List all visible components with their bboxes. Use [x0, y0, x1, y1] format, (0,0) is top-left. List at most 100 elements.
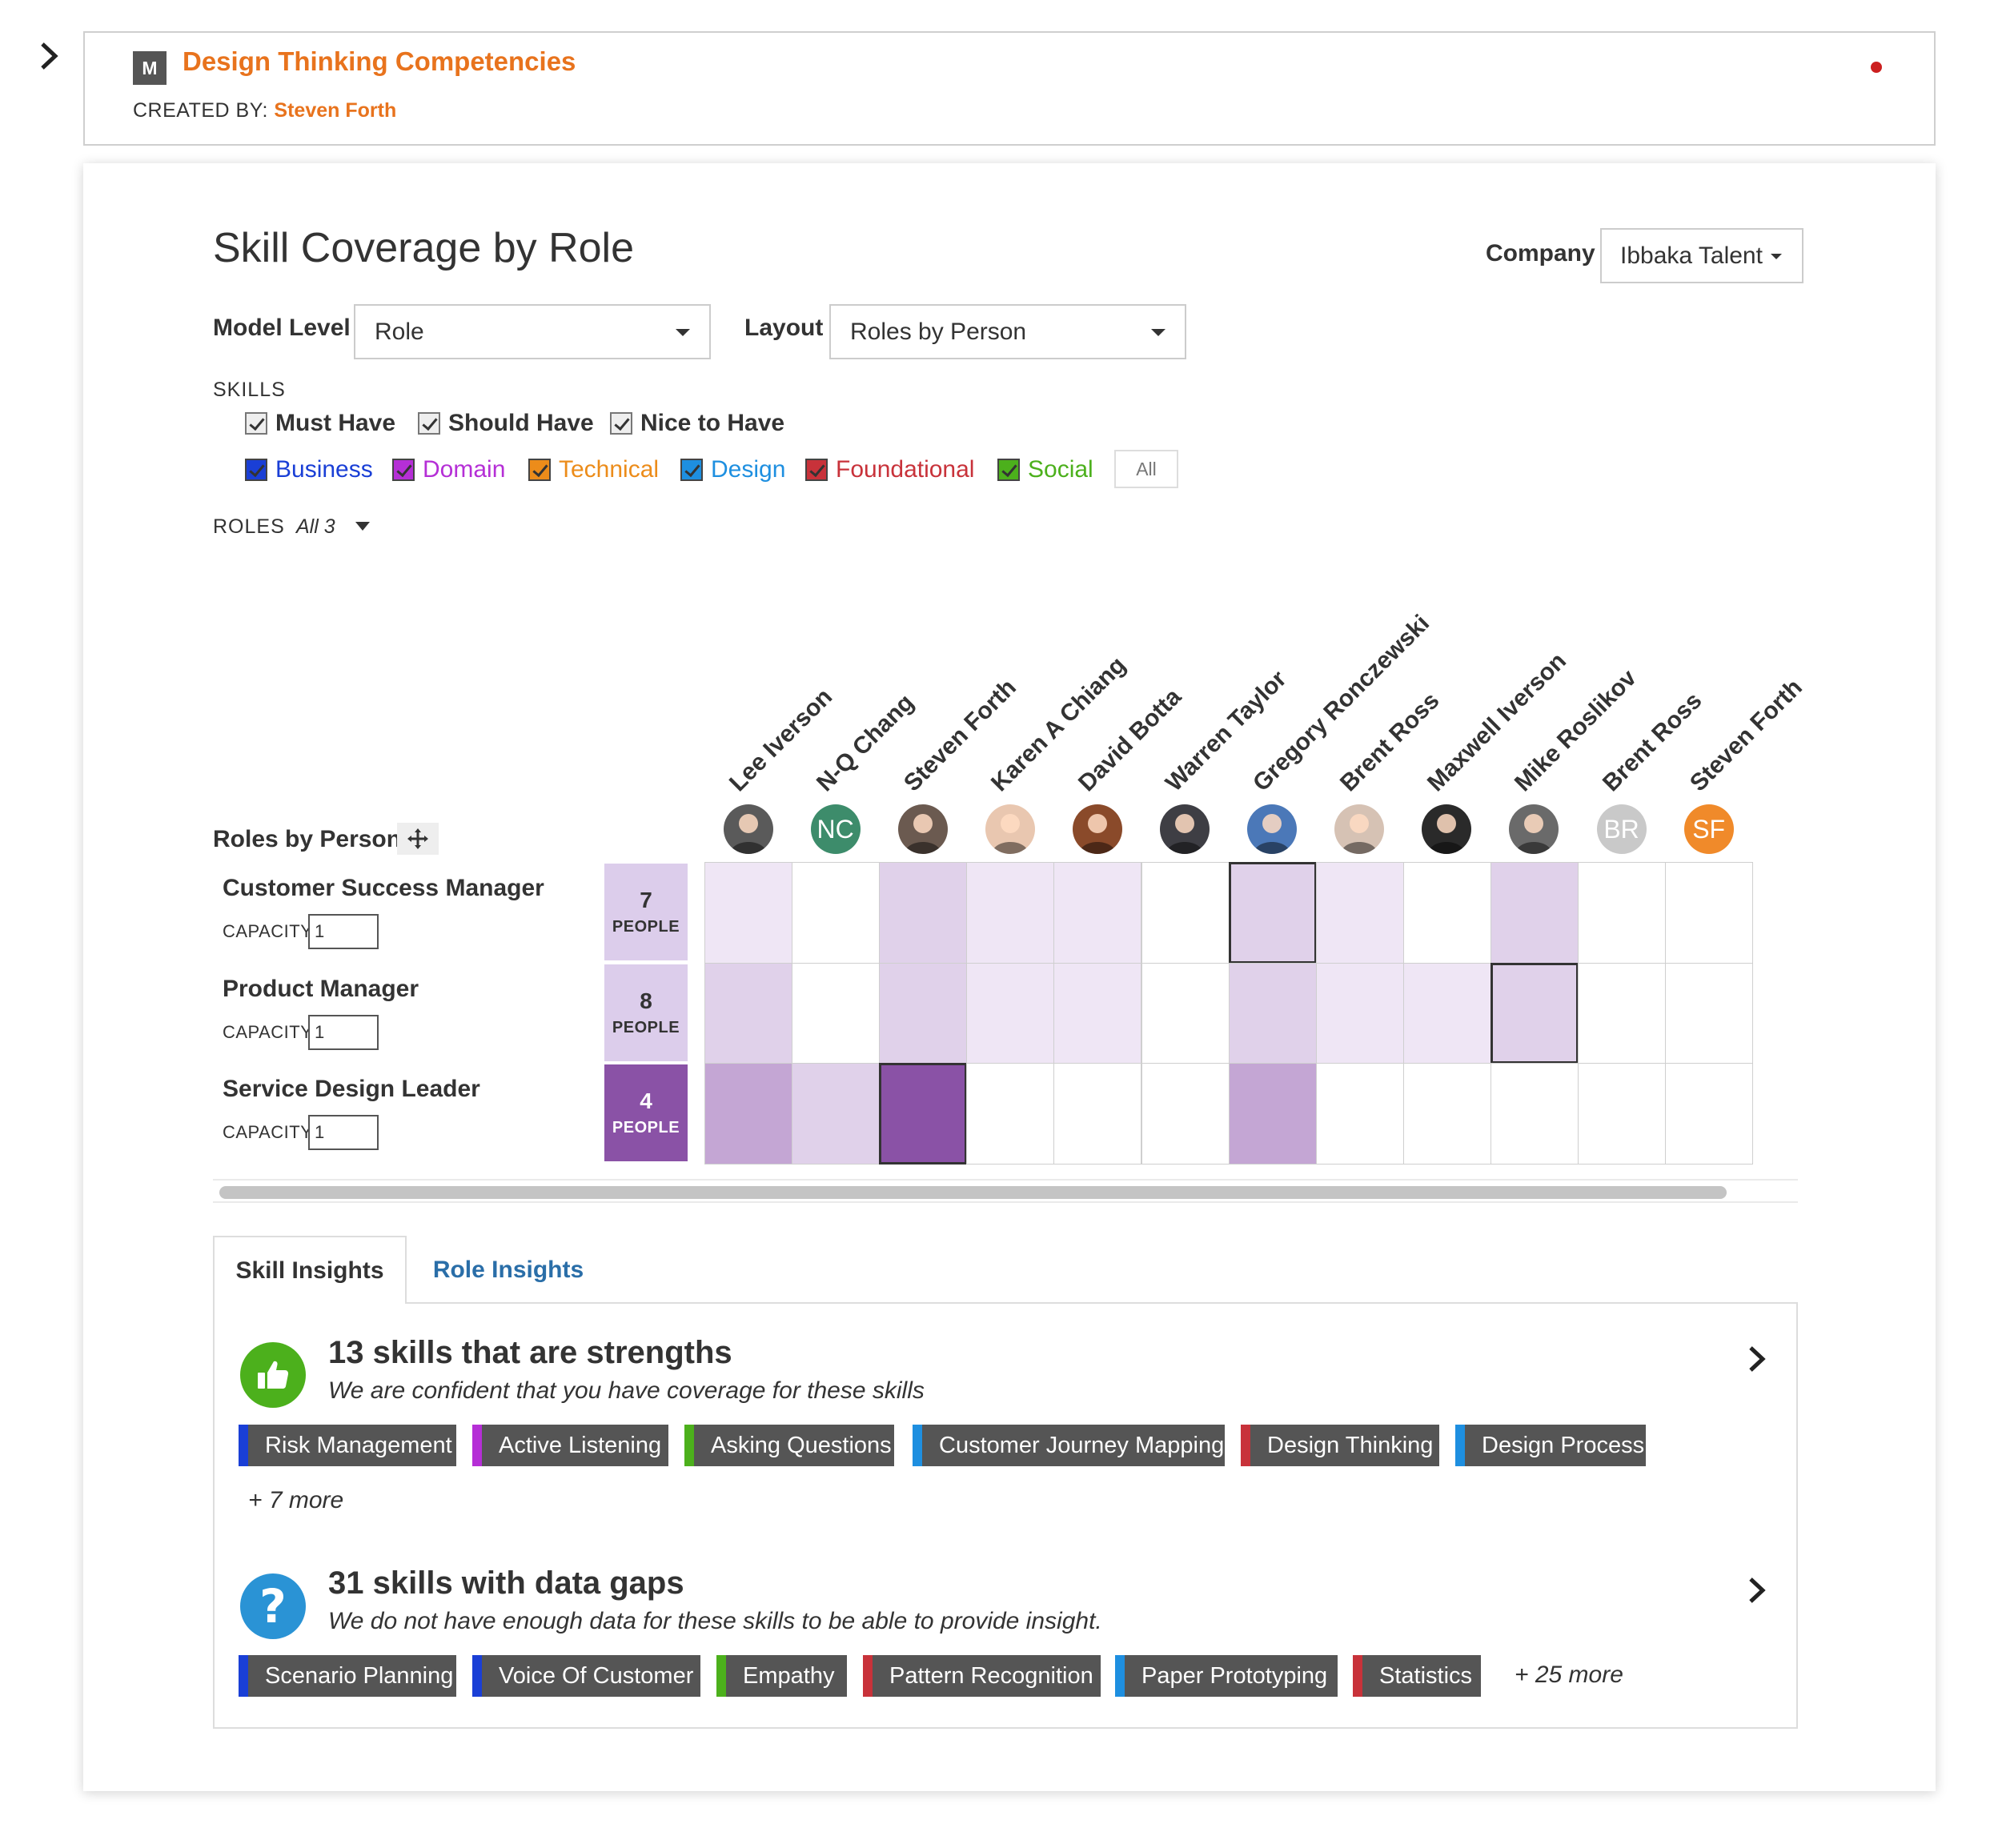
avatar[interactable]: [1160, 804, 1210, 854]
gaps-chevron-right-icon[interactable]: [1741, 1573, 1773, 1608]
category-checkbox-foundational[interactable]: Foundational: [805, 456, 974, 483]
skill-tag[interactable]: Risk Management: [239, 1425, 456, 1466]
coverage-cell[interactable]: [792, 862, 881, 964]
coverage-cell[interactable]: [1053, 1063, 1142, 1165]
scrollbar-thumb[interactable]: [219, 1186, 1727, 1199]
gaps-more-link[interactable]: + 25 more: [1515, 1662, 1623, 1688]
model-level-select[interactable]: Role: [354, 304, 711, 359]
skill-tag[interactable]: Design Thinking: [1241, 1425, 1439, 1466]
coverage-cell[interactable]: [1578, 1063, 1667, 1165]
skill-tag[interactable]: Asking Questions: [684, 1425, 894, 1466]
skill-tag[interactable]: Empathy: [716, 1655, 847, 1697]
coverage-cell[interactable]: [1490, 862, 1579, 964]
role-name[interactable]: Customer Success Manager: [223, 875, 544, 901]
category-checkbox-business[interactable]: Business: [245, 456, 373, 483]
coverage-cell[interactable]: [704, 862, 793, 964]
coverage-cell[interactable]: [1578, 962, 1667, 1064]
coverage-cell[interactable]: [966, 862, 1055, 964]
coverage-cell[interactable]: [879, 1063, 968, 1165]
nice-to-have-checkbox[interactable]: Nice to Have: [610, 410, 784, 437]
coverage-cell[interactable]: [1402, 1063, 1491, 1165]
coverage-cell[interactable]: [1315, 862, 1404, 964]
strengths-more-link[interactable]: + 7 more: [248, 1487, 344, 1513]
skill-tag[interactable]: Statistics: [1353, 1655, 1481, 1697]
caret-down-icon: [676, 328, 690, 336]
avatar[interactable]: NC: [810, 804, 861, 854]
avatar[interactable]: [723, 804, 773, 854]
coverage-cell[interactable]: [966, 1063, 1055, 1165]
should-have-checkbox[interactable]: Should Have: [418, 410, 594, 437]
coverage-cell[interactable]: [1578, 862, 1667, 964]
role-name[interactable]: Service Design Leader: [223, 1076, 480, 1103]
roles-caret-down-icon[interactable]: [355, 522, 370, 531]
coverage-cell[interactable]: [1228, 962, 1317, 1064]
skill-tag[interactable]: Paper Prototyping: [1115, 1655, 1338, 1697]
coverage-cell[interactable]: [1665, 1063, 1754, 1165]
coverage-cell[interactable]: [1141, 962, 1230, 1064]
coverage-cell[interactable]: [1315, 962, 1404, 1064]
skill-tag[interactable]: Customer Journey Mapping: [913, 1425, 1225, 1466]
coverage-cell[interactable]: [792, 962, 881, 1064]
people-count-badge[interactable]: 8 PEOPLE: [604, 964, 688, 1061]
coverage-cell[interactable]: [1665, 862, 1754, 964]
coverage-cell[interactable]: [1228, 1063, 1317, 1165]
avatar[interactable]: [1422, 804, 1472, 854]
category-checkbox-domain[interactable]: Domain: [392, 456, 505, 483]
skill-tag[interactable]: Pattern Recognition: [863, 1655, 1101, 1697]
avatar[interactable]: [985, 804, 1035, 854]
strengths-chevron-right-icon[interactable]: [1741, 1341, 1773, 1377]
skill-tag[interactable]: Voice Of Customer: [472, 1655, 700, 1697]
collapse-chevron-icon[interactable]: [32, 34, 67, 78]
category-stripe: [472, 1655, 482, 1697]
avatar[interactable]: [1247, 804, 1298, 854]
avatar[interactable]: [1072, 804, 1122, 854]
all-categories-button[interactable]: All: [1114, 450, 1178, 488]
skill-tag[interactable]: Design Process: [1455, 1425, 1646, 1466]
avatar[interactable]: BR: [1596, 804, 1647, 854]
skill-tag[interactable]: Active Listening: [472, 1425, 668, 1466]
coverage-cell[interactable]: [1315, 1063, 1404, 1165]
tab-skill-insights[interactable]: Skill Insights: [213, 1236, 407, 1304]
coverage-cell[interactable]: [1053, 862, 1142, 964]
coverage-cell[interactable]: [1490, 962, 1579, 1064]
coverage-cell[interactable]: [704, 1063, 793, 1165]
tab-role-insights[interactable]: Role Insights: [432, 1256, 584, 1283]
coverage-cell[interactable]: [1402, 862, 1491, 964]
coverage-cell[interactable]: [792, 1063, 881, 1165]
coverage-cell[interactable]: [1141, 1063, 1230, 1165]
layout-select[interactable]: Roles by Person: [829, 304, 1186, 359]
category-checkbox-technical[interactable]: Technical: [528, 456, 659, 483]
must-have-checkbox[interactable]: Must Have: [245, 410, 395, 437]
coverage-cell[interactable]: [1141, 862, 1230, 964]
model-title-link[interactable]: Design Thinking Competencies: [183, 46, 576, 76]
coverage-cell[interactable]: [1228, 862, 1317, 964]
coverage-cell[interactable]: [879, 862, 968, 964]
coverage-cell[interactable]: [1665, 962, 1754, 1064]
category-checkbox-social[interactable]: Social: [997, 456, 1093, 483]
people-count-badge[interactable]: 4 PEOPLE: [604, 1064, 688, 1162]
avatar[interactable]: [897, 804, 948, 854]
coverage-cell[interactable]: [1053, 962, 1142, 1064]
coverage-cell[interactable]: [879, 962, 968, 1064]
people-count-badge[interactable]: 7 PEOPLE: [604, 864, 688, 960]
coverage-cell[interactable]: [966, 962, 1055, 1064]
coverage-cell[interactable]: [704, 962, 793, 1064]
move-icon[interactable]: [397, 823, 439, 855]
role-name[interactable]: Product Manager: [223, 975, 419, 1002]
coverage-cell[interactable]: [1402, 962, 1491, 1064]
capacity-input[interactable]: 1: [308, 1115, 379, 1151]
avatar[interactable]: [1509, 804, 1559, 854]
roles-filter-value[interactable]: All 3: [296, 515, 335, 538]
skill-tag-label: Paper Prototyping: [1141, 1662, 1328, 1689]
capacity-input[interactable]: 1: [308, 914, 379, 949]
company-dropdown[interactable]: Ibbaka Talent: [1600, 228, 1803, 283]
skill-tag[interactable]: Scenario Planning: [239, 1655, 456, 1697]
capacity-input[interactable]: 1: [308, 1014, 379, 1050]
avatar[interactable]: [1334, 804, 1385, 854]
category-checkbox-design[interactable]: Design: [680, 456, 785, 483]
capacity-label: CAPACITY: [223, 1122, 313, 1143]
model-level-value: Role: [375, 318, 424, 345]
avatar[interactable]: SF: [1683, 804, 1734, 854]
created-by-author-link[interactable]: Steven Forth: [274, 99, 397, 122]
coverage-cell[interactable]: [1490, 1063, 1579, 1165]
